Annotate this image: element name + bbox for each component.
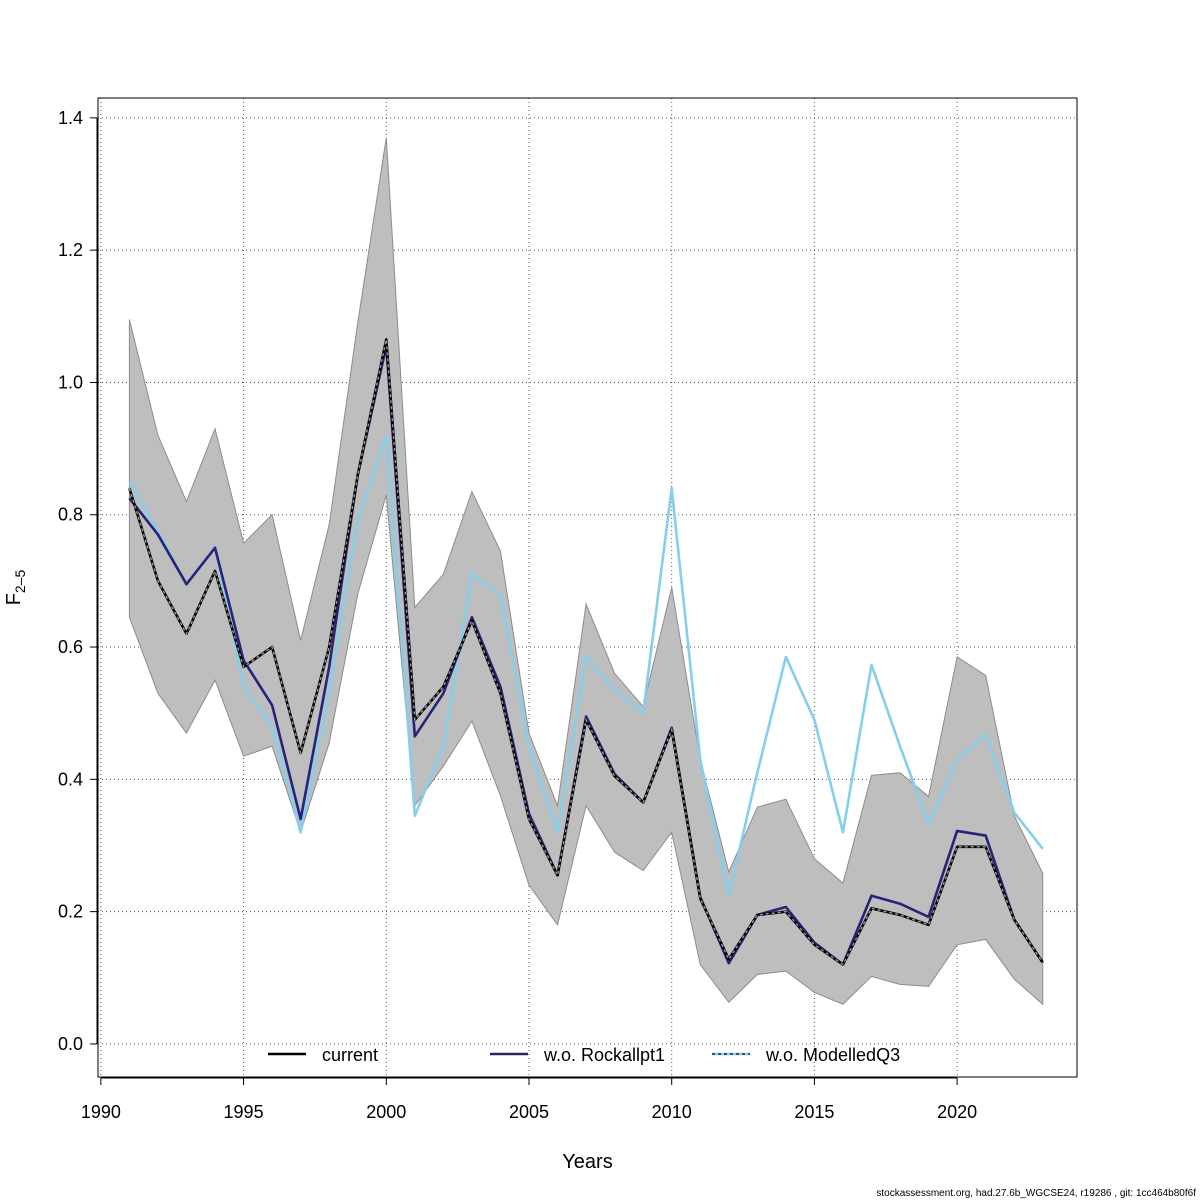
series-line-w-o-rockallpt1 [128,344,1044,966]
y-axis-title-subscript: 2–5 [12,569,28,593]
y-tick-label: 0.4 [58,769,83,789]
axes: 1990 1995 2000 2005 2010 2015 2020 0.0 0.2 0.4 0.6… [58,108,977,1122]
y-tick-label: 1.4 [58,108,83,128]
y-tick-label: 0.8 [58,505,83,525]
x-tick-label: 2015 [794,1102,834,1122]
footer-source-text: stockassessment.org, had.27.6b_WGCSE24, … [876,1188,1196,1199]
y-tick-label: 0.6 [58,637,83,657]
x-tick-label: 2010 [652,1102,692,1122]
series-lines [128,338,1044,966]
y-tick-label: 0.0 [58,1034,83,1054]
series-line-current-dotted [128,339,1044,966]
legend-label-w-o-modelledq3: w.o. ModelledQ3 [765,1045,900,1065]
x-tick-label: 1990 [81,1102,121,1122]
y-axis-title: F2–5 [3,569,28,605]
y-tick-label: 1.2 [58,240,83,260]
legend-label-w-o-rockallpt1: w.o. Rockallpt1 [543,1045,665,1065]
plot-frame [97,97,1078,1078]
legend-label-current: current [322,1045,378,1065]
x-tick-label: 2000 [366,1102,406,1122]
x-tick-label: 2005 [509,1102,549,1122]
series-line-w-o-modelledq3 [128,434,1044,897]
y-tick-label: 1.0 [58,372,83,392]
x-tick-label: 1995 [224,1102,264,1122]
x-tick-label: 2020 [937,1102,977,1122]
y-axis-title-main: F [3,593,25,605]
x-axis-title: Years [562,1151,612,1173]
legend: current w.o. Rockallpt1 w.o. ModelledQ3 [268,1045,900,1065]
y-tick-label: 0.2 [58,902,83,922]
